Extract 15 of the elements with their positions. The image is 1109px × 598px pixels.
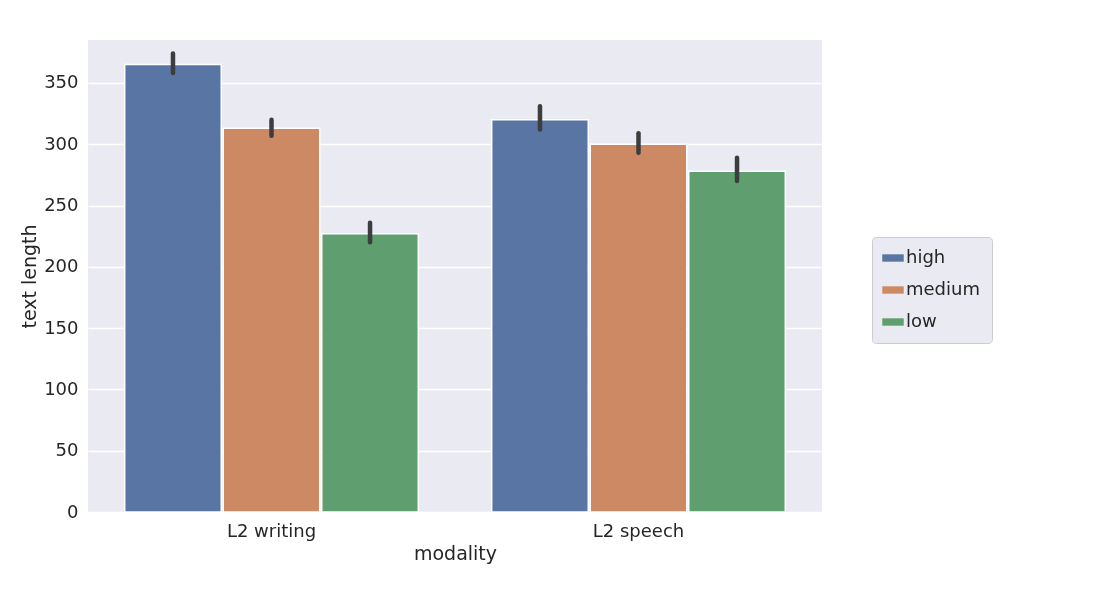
y-tick-label: 100 xyxy=(44,377,79,399)
x-tick-label: L2 writing xyxy=(226,519,317,541)
y-tick-label: 150 xyxy=(44,316,79,338)
y-tick-label: 350 xyxy=(44,71,79,93)
y-tick-label: 300 xyxy=(44,132,79,154)
x-tick-label: L2 speech xyxy=(592,519,685,541)
legend-label: low xyxy=(906,310,937,331)
y-axis-title: text length xyxy=(18,224,41,329)
y-tick-label: 200 xyxy=(44,255,79,277)
x-axis-title: modality xyxy=(413,541,498,564)
y-tick-label: 50 xyxy=(55,439,79,461)
legend-label: medium xyxy=(906,278,980,299)
y-tick-label: 250 xyxy=(44,194,79,216)
legend-label: high xyxy=(906,246,946,267)
y-tick-label: 0 xyxy=(67,500,79,522)
